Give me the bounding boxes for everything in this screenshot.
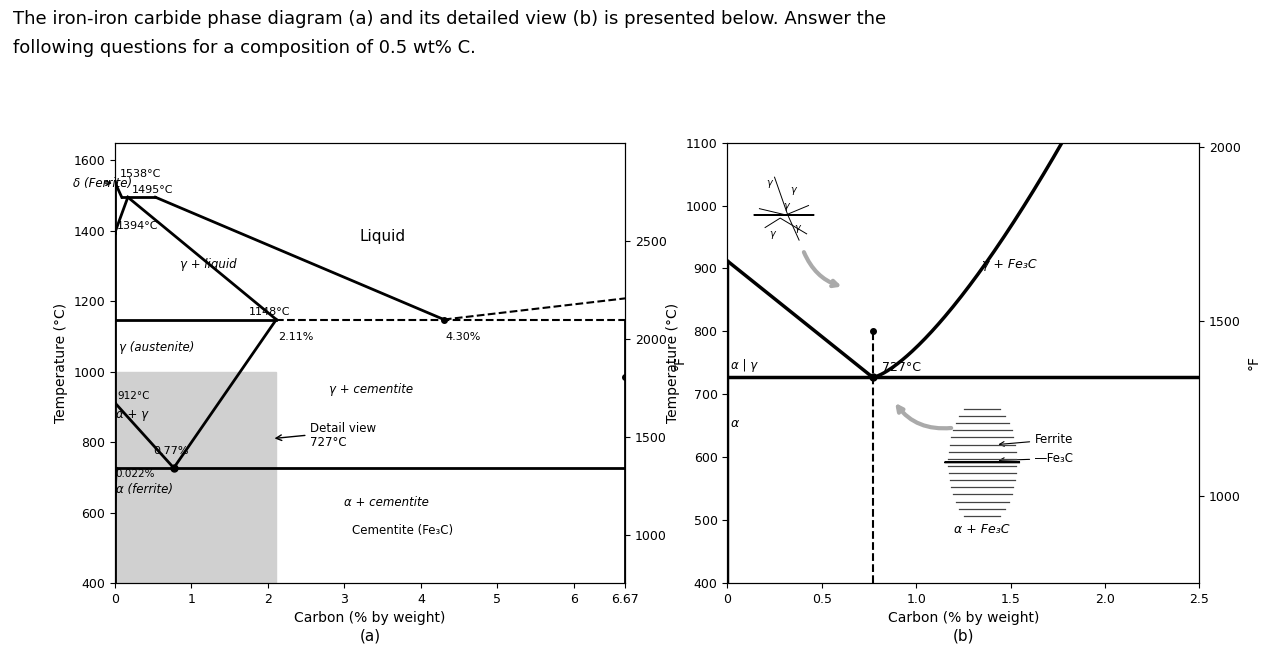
- Text: α + Fe₃C: α + Fe₃C: [954, 523, 1009, 536]
- Text: Ferrite: Ferrite: [999, 433, 1073, 446]
- Bar: [115, 372, 277, 583]
- Text: γ + Fe₃C: γ + Fe₃C: [983, 259, 1037, 272]
- Text: α (ferrite): α (ferrite): [116, 483, 174, 496]
- Text: Detail view: Detail view: [310, 422, 376, 435]
- Text: α | γ: α | γ: [731, 359, 758, 372]
- Text: γ: γ: [766, 178, 772, 189]
- Y-axis label: °F: °F: [1247, 355, 1261, 371]
- Text: δ (Ferrite): δ (Ferrite): [73, 177, 131, 190]
- Text: α + cementite: α + cementite: [345, 496, 429, 509]
- Text: The iron-iron carbide phase diagram (a) and its detailed view (b) is presented b: The iron-iron carbide phase diagram (a) …: [13, 10, 886, 28]
- Y-axis label: Temperature (°C): Temperature (°C): [54, 303, 68, 423]
- Text: α + γ: α + γ: [116, 408, 148, 421]
- Y-axis label: Temperature (°C): Temperature (°C): [666, 303, 680, 423]
- Text: γ: γ: [791, 185, 796, 195]
- Text: γ + cementite: γ + cementite: [329, 383, 413, 396]
- Text: 0.77%: 0.77%: [153, 446, 189, 456]
- Text: 2.11%: 2.11%: [278, 332, 313, 342]
- Text: γ: γ: [795, 222, 800, 233]
- Text: 727°C: 727°C: [310, 435, 347, 448]
- X-axis label: Carbon (% by weight): Carbon (% by weight): [888, 612, 1039, 625]
- Text: ―Fe₃C: ―Fe₃C: [999, 452, 1073, 465]
- Text: 1148°C: 1148°C: [249, 307, 290, 317]
- Text: 1495°C: 1495°C: [131, 185, 174, 196]
- Text: 4.30%: 4.30%: [445, 332, 481, 342]
- Text: γ + liquid: γ + liquid: [180, 258, 236, 271]
- Text: 727°C: 727°C: [882, 361, 921, 374]
- Text: Cementite (Fe₃C): Cementite (Fe₃C): [352, 524, 453, 537]
- Text: 1394°C: 1394°C: [117, 222, 158, 231]
- Text: 1538°C: 1538°C: [120, 168, 161, 178]
- X-axis label: Carbon (% by weight): Carbon (% by weight): [295, 612, 445, 625]
- Text: (b): (b): [953, 629, 974, 643]
- Text: γ: γ: [783, 200, 789, 211]
- Text: γ (austenite): γ (austenite): [119, 341, 194, 354]
- Text: following questions for a composition of 0.5 wt% C.: following questions for a composition of…: [13, 39, 476, 57]
- Text: γ: γ: [769, 229, 776, 239]
- Y-axis label: °F: °F: [672, 355, 686, 371]
- Text: 0.022%: 0.022%: [115, 469, 154, 480]
- Text: 912°C: 912°C: [117, 391, 149, 401]
- Text: Liquid: Liquid: [360, 229, 406, 244]
- Text: (a): (a): [360, 629, 380, 643]
- Text: α: α: [731, 417, 739, 430]
